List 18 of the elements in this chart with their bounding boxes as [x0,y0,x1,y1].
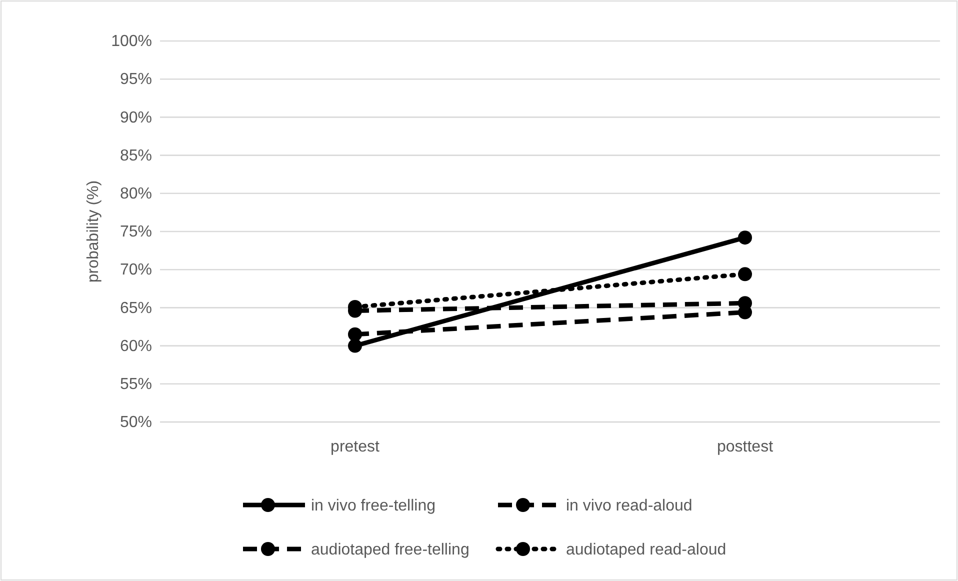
legend-label: audiotaped free-telling [311,542,470,559]
y-tick-label: 85% [120,147,152,164]
x-tick-label: posttest [716,438,774,456]
x-tick-label: pretest [330,438,380,456]
y-tick-label: 95% [120,71,152,88]
y-tick-label: 90% [120,109,152,126]
y-tick-label: 100% [111,33,152,50]
y-tick-label: 55% [120,376,152,394]
y-tick-label: 60% [120,338,152,355]
y-tick-label: 50% [120,414,152,432]
y-tick-label: 65% [120,300,152,317]
legend-label: audiotaped read-aloud [566,542,726,559]
y-tick-label: 80% [120,186,152,203]
legend-label: in vivo free-telling [311,498,436,515]
y-axis-title: probability (%) [85,180,102,283]
y-tick-label: 70% [120,262,152,279]
y-tick-label: 75% [120,224,152,241]
legend-label: in vivo read-aloud [566,498,692,515]
